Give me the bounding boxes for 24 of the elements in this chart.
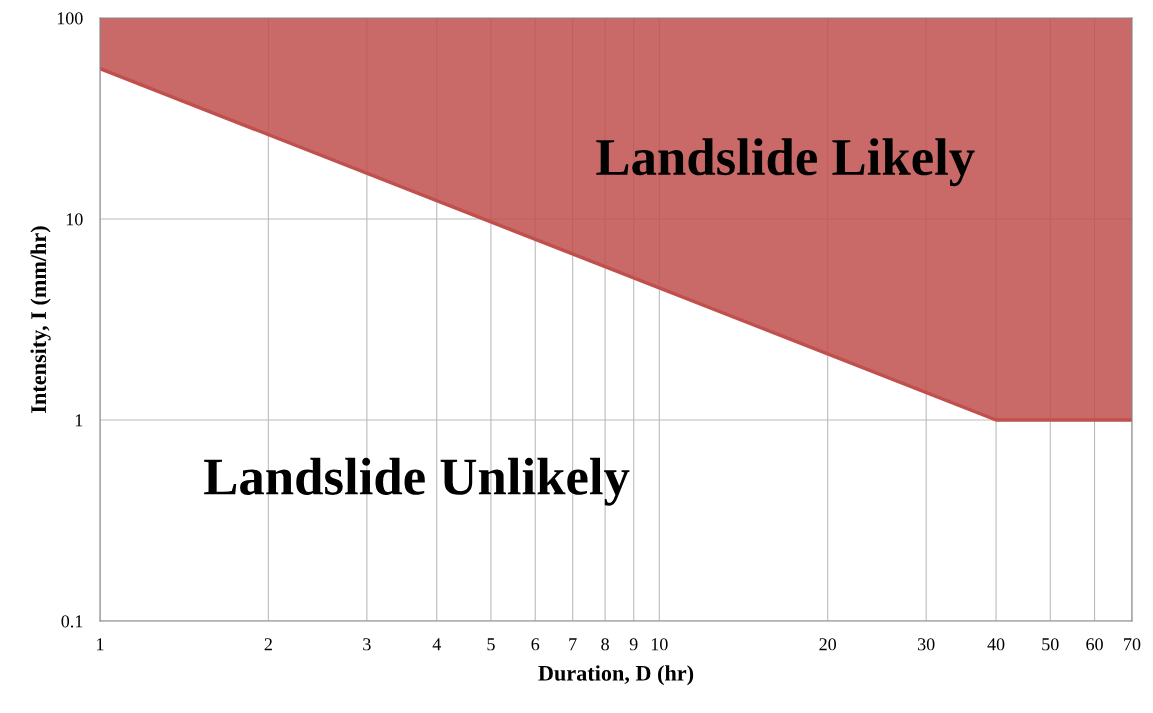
x-tick-label: 30 [918, 638, 935, 651]
x-tick-label: 1 [97, 638, 104, 651]
x-tick-label: 4 [432, 638, 441, 651]
y-tick-label: 1 [75, 414, 83, 427]
x-tick-label: 60 [1086, 638, 1103, 651]
x-tick-label: 7 [569, 638, 577, 651]
y-tick-label: 10 [66, 213, 83, 226]
annotation: Landslide Likely [596, 138, 975, 187]
x-tick-label: 5 [487, 638, 495, 651]
x-tick-label: 6 [531, 638, 540, 651]
x-tick-label: 8 [601, 638, 609, 651]
x-tick-label: 10 [651, 638, 668, 651]
y-tick-label: 100 [57, 12, 83, 25]
x-tick-label: 40 [987, 638, 1005, 651]
y-axis-title: Intensity, I (mm/hr) [30, 226, 51, 413]
x-tick-label: 9 [629, 638, 638, 651]
x-tick-label: 50 [1042, 638, 1059, 651]
x-tick-label: 70 [1124, 638, 1141, 651]
x-tick-label: 20 [819, 638, 837, 651]
x-axis-title: Duration, D (hr) [538, 665, 694, 686]
annotation: Landslide Unlikely [204, 457, 630, 506]
x-tick-label: 2 [264, 638, 272, 651]
x-tick-label: 3 [363, 638, 371, 651]
y-tick-label: 0.1 [61, 615, 83, 628]
